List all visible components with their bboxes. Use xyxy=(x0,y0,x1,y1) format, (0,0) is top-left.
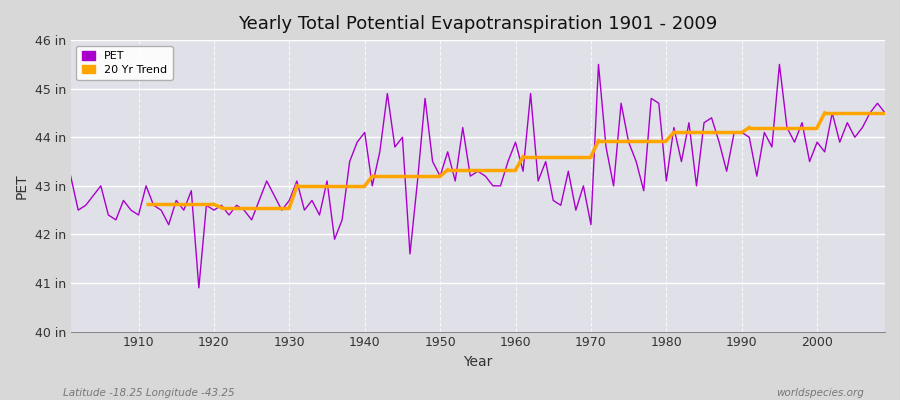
Text: worldspecies.org: worldspecies.org xyxy=(776,388,864,398)
Title: Yearly Total Potential Evapotranspiration 1901 - 2009: Yearly Total Potential Evapotranspiratio… xyxy=(238,15,717,33)
X-axis label: Year: Year xyxy=(464,355,492,369)
Y-axis label: PET: PET xyxy=(15,173,29,199)
Legend: PET, 20 Yr Trend: PET, 20 Yr Trend xyxy=(76,46,173,80)
Text: Latitude -18.25 Longitude -43.25: Latitude -18.25 Longitude -43.25 xyxy=(63,388,235,398)
